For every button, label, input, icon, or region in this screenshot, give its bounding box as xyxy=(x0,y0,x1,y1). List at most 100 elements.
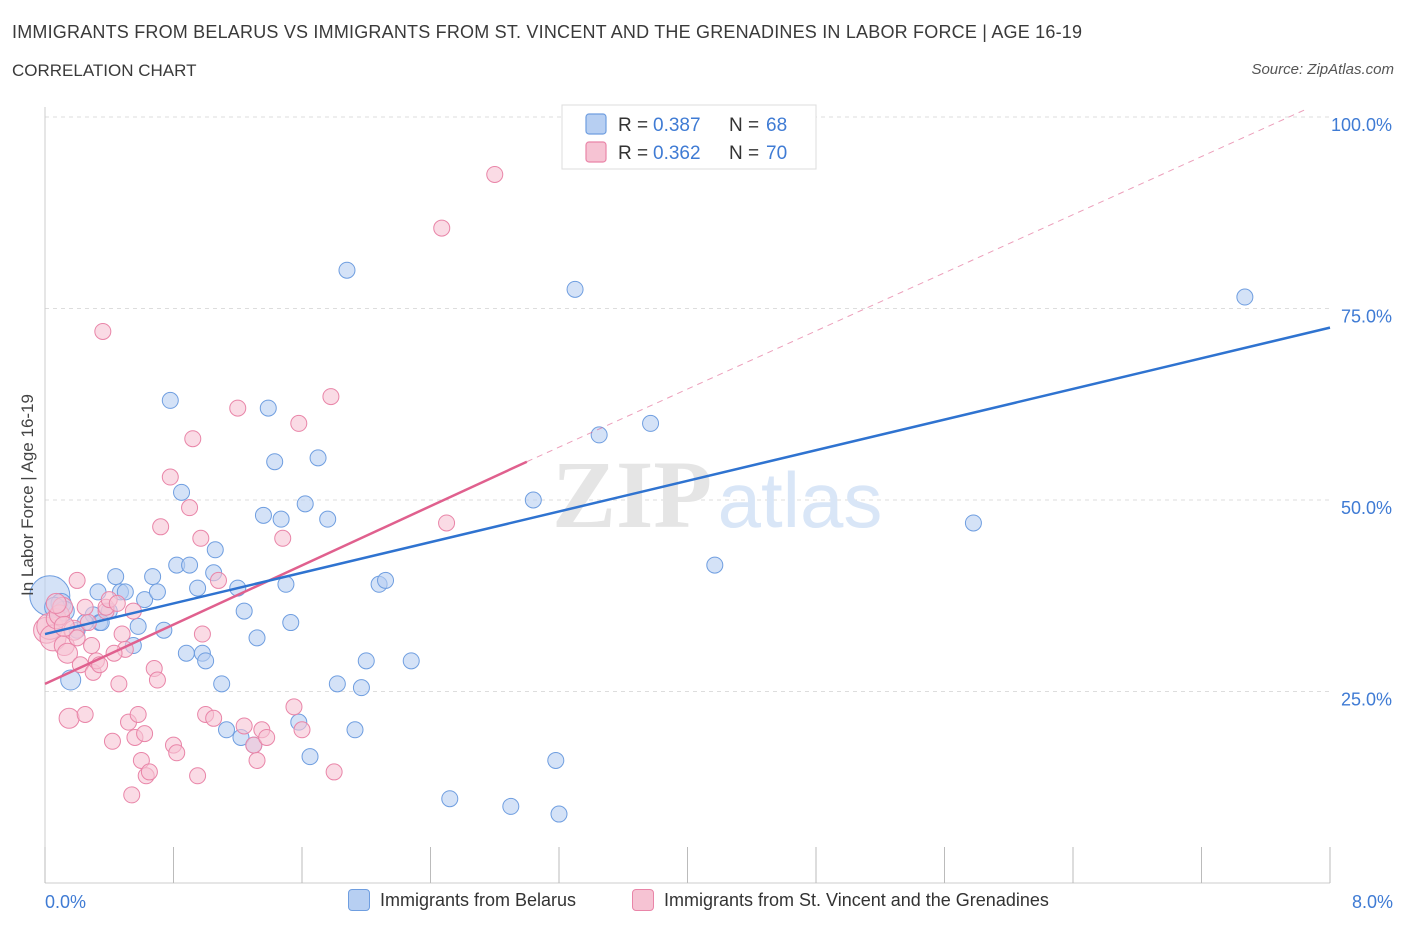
data-point-belarus xyxy=(566,280,584,298)
data-point-svg xyxy=(181,499,199,517)
y-tick-label: 75.0% xyxy=(1341,307,1392,327)
y-tick-label: 25.0% xyxy=(1341,690,1392,710)
data-point-svg xyxy=(68,629,86,647)
data-point-belarus xyxy=(272,510,290,528)
trend-line-belarus xyxy=(44,326,1331,636)
x-tick-label: 8.0% xyxy=(1352,892,1393,912)
legend-r-value-svg: 0.362 xyxy=(653,143,701,164)
data-point-svg xyxy=(123,786,141,804)
data-point-svg xyxy=(205,709,223,727)
data-point-belarus xyxy=(197,652,215,670)
data-point-svg xyxy=(193,625,211,643)
data-point-svg xyxy=(103,732,121,750)
data-point-belarus xyxy=(259,399,277,417)
data-point-svg xyxy=(76,598,94,616)
data-point-belarus xyxy=(235,602,253,620)
data-point-svg xyxy=(168,744,186,762)
tick-labels: 25.0% 50.0% 75.0% 100.0% 0.0% 8.0% xyxy=(45,115,1393,912)
data-point-belarus xyxy=(282,614,300,632)
data-point-svg xyxy=(192,529,210,547)
data-point-svg xyxy=(140,763,158,781)
legend-r-value-belarus: 0.387 xyxy=(653,115,701,136)
data-point-belarus xyxy=(550,805,568,823)
legend-swatch-belarus xyxy=(585,113,607,135)
data-point-belarus xyxy=(964,514,982,532)
data-point-svg xyxy=(235,717,253,735)
data-point-svg xyxy=(248,751,266,769)
data-point-svg xyxy=(108,594,126,612)
data-point-svg xyxy=(258,728,276,746)
data-point-belarus xyxy=(706,556,724,574)
series-svg-points xyxy=(33,165,504,804)
data-point-belarus xyxy=(346,721,364,739)
data-point-svg xyxy=(129,705,147,723)
data-point-belarus xyxy=(590,426,608,444)
data-point-belarus xyxy=(441,790,459,808)
legend-swatch-belarus xyxy=(348,889,370,911)
data-point-svg xyxy=(148,671,166,689)
legend-n-value-belarus: 68 xyxy=(766,115,787,136)
data-point-belarus xyxy=(144,568,162,586)
y-tick-label: 50.0% xyxy=(1341,498,1392,518)
data-point-belarus xyxy=(319,510,337,528)
x-tick-label: 0.0% xyxy=(45,892,86,912)
legend-n-value-svg: 70 xyxy=(766,143,787,164)
legend-r-label: R = xyxy=(618,143,648,164)
data-point-belarus xyxy=(248,629,266,647)
y-axis-label-group: In Labor Force | Age 16-19 xyxy=(18,394,37,596)
data-point-svg xyxy=(433,219,451,237)
legend-n-label: N = xyxy=(729,143,759,164)
data-point-svg xyxy=(184,430,202,448)
data-point-belarus xyxy=(296,495,314,513)
data-point-belarus xyxy=(502,797,520,815)
data-point-svg xyxy=(110,675,128,693)
data-point-belarus xyxy=(189,579,207,597)
data-point-svg xyxy=(189,767,207,785)
data-point-svg xyxy=(83,637,101,655)
watermark: ZIP atlas xyxy=(552,441,882,548)
legend-item-svg[interactable]: Immigrants from St. Vincent and the Gren… xyxy=(632,889,1049,911)
data-point-belarus xyxy=(328,675,346,693)
data-point-belarus xyxy=(181,556,199,574)
y-tick-label: 100.0% xyxy=(1331,115,1392,135)
data-point-svg xyxy=(293,721,311,739)
data-point-belarus xyxy=(213,675,231,693)
legend-bottom: Immigrants from Belarus Immigrants from … xyxy=(0,889,1406,915)
trend-lines xyxy=(44,108,1331,685)
data-point-belarus xyxy=(116,583,134,601)
chart-title: IMMIGRANTS FROM BELARUS VS IMMIGRANTS FR… xyxy=(12,22,1083,42)
legend-label-belarus: Immigrants from Belarus xyxy=(380,889,577,910)
data-point-svg xyxy=(438,514,456,532)
data-point-svg xyxy=(486,165,504,183)
legend-top: R = 0.387 N = 68 R = 0.362 N = 70 xyxy=(561,104,817,170)
data-point-svg xyxy=(68,571,86,589)
data-point-belarus xyxy=(524,491,542,509)
data-point-svg xyxy=(45,592,67,614)
data-point-belarus xyxy=(402,652,420,670)
source-label: Source: ZipAtlas.com xyxy=(1251,61,1394,78)
data-point-belarus xyxy=(309,449,327,467)
data-point-belarus xyxy=(218,721,236,739)
data-point-svg xyxy=(113,625,131,643)
data-point-belarus xyxy=(357,652,375,670)
data-point-svg xyxy=(161,468,179,486)
legend-item-belarus[interactable]: Immigrants from Belarus xyxy=(348,889,576,911)
data-point-svg xyxy=(229,399,247,417)
data-point-belarus xyxy=(161,391,179,409)
data-point-belarus xyxy=(129,617,147,635)
data-point-belarus xyxy=(148,583,166,601)
legend-n-label: N = xyxy=(729,115,759,136)
trend-line-svg xyxy=(44,460,528,685)
watermark-atlas: atlas xyxy=(718,456,883,544)
data-point-belarus xyxy=(1236,288,1254,306)
data-point-belarus xyxy=(254,506,272,524)
data-point-svg xyxy=(58,707,80,729)
data-point-svg xyxy=(76,705,94,723)
data-point-belarus xyxy=(352,679,370,697)
data-point-svg xyxy=(285,698,303,716)
data-point-belarus xyxy=(547,751,565,769)
legend-label-svg: Immigrants from St. Vincent and the Gren… xyxy=(664,889,1049,910)
data-point-belarus xyxy=(177,644,195,662)
data-point-belarus xyxy=(136,591,154,609)
data-point-svg xyxy=(209,571,227,589)
